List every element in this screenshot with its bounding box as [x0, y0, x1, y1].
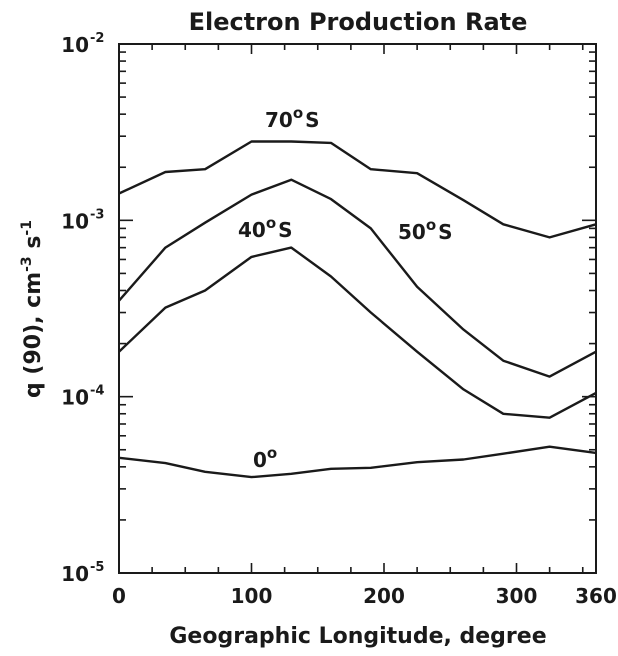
curve-labels: 70o S 50o S 40o S 0o [238, 104, 453, 472]
series-line-2 [118, 246, 597, 419]
curve-label-0: 70o S [265, 104, 320, 132]
y-tick-label: 10 [61, 386, 89, 410]
chart-title: Electron Production Rate [189, 8, 528, 36]
y-tick-exponent: -5 [90, 560, 104, 575]
x-tick-label: 300 [496, 584, 538, 608]
x-tick-label: 200 [363, 584, 405, 608]
plot-frame [118, 43, 597, 574]
y-tick-label: 10 [61, 33, 89, 57]
x-tick-label: 360 [575, 584, 617, 608]
axis-ticks [118, 43, 597, 574]
x-tick-label: 0 [112, 584, 126, 608]
y-tick-exponent: -2 [90, 31, 104, 46]
curve-label-2: 40o S [238, 214, 293, 242]
x-tick-label: 100 [231, 584, 273, 608]
series-line-0 [118, 140, 597, 239]
y-tick-label: 10 [61, 562, 89, 586]
x-tick-labels: 0 100 200 300 360 [112, 584, 617, 608]
y-axis-title-exp1: -3 [19, 256, 35, 272]
y-axis-title-base: q (90), cm [21, 272, 46, 398]
y-axis-title: q (90), cm-3 s-1 [19, 220, 46, 398]
y-tick-labels: 10-510-410-310-2 [61, 31, 104, 586]
series-line-1 [118, 178, 597, 378]
y-tick-label: 10 [61, 209, 89, 233]
series-line-3 [118, 445, 597, 479]
y-tick-exponent: -4 [90, 384, 104, 399]
y-axis-title-mid: s [21, 236, 46, 257]
y-axis-title-exp2: -1 [19, 220, 35, 236]
curve-label-1: 50o S [398, 216, 453, 244]
curve-label-3: 0o [253, 444, 277, 472]
x-axis-title: Geographic Longitude, degree [169, 624, 546, 649]
series-lines [118, 140, 597, 479]
y-tick-exponent: -3 [90, 207, 104, 222]
